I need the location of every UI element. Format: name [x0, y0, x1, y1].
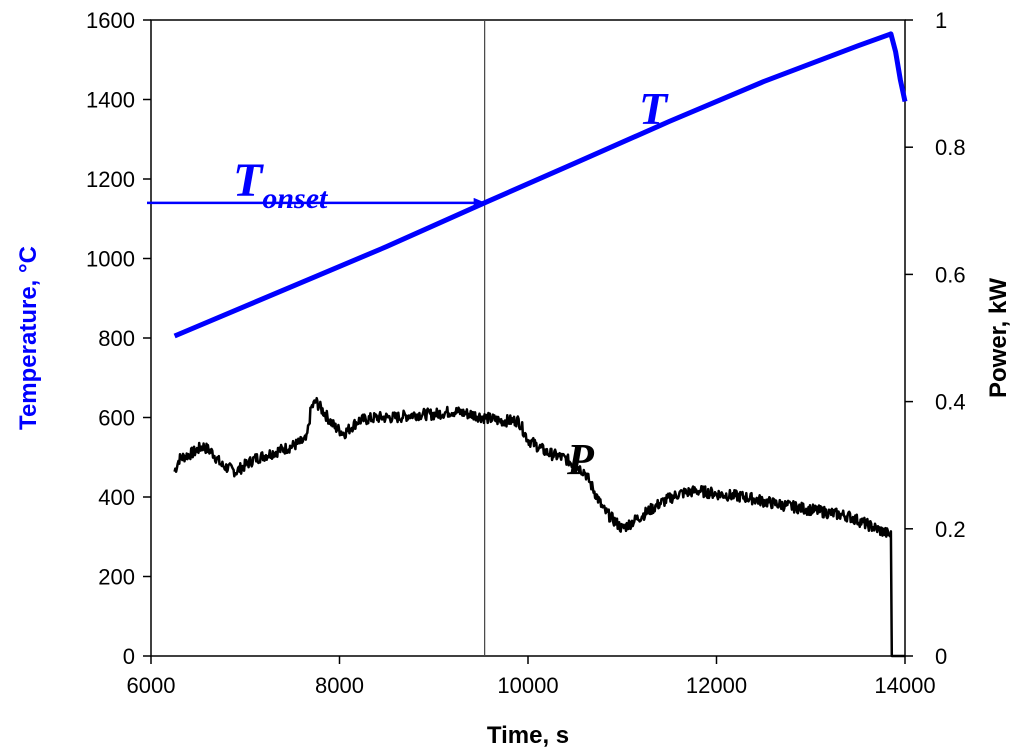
y-axis-left: 0 200 400 600 800 1000 1200 1400 1600 — [86, 8, 151, 669]
y-left-tick-label: 1000 — [86, 247, 135, 272]
x-tick-label: 12000 — [686, 673, 747, 698]
y-right-tick-label: 0.2 — [935, 517, 966, 542]
y-left-tick-label: 400 — [98, 485, 135, 510]
y-left-tick-label: 800 — [98, 326, 135, 351]
y-left-tick-label: 200 — [98, 565, 135, 590]
x-tick-label: 6000 — [127, 673, 176, 698]
t-series-label: T — [639, 83, 669, 134]
x-tick-label: 14000 — [874, 673, 935, 698]
p-series-label: P — [566, 435, 595, 484]
x-axis-title: Time, s — [487, 722, 569, 749]
y-right-tick-label: 0.4 — [935, 390, 966, 415]
y-right-tick-label: 0.8 — [935, 135, 966, 160]
y-left-tick-label: 1400 — [86, 88, 135, 113]
temperature-series-line — [173, 31, 908, 339]
x-tick-label: 8000 — [315, 673, 364, 698]
x-tick-label: 10000 — [497, 673, 558, 698]
x-axis: 6000 8000 10000 12000 14000 — [127, 656, 936, 698]
y-axis-left-title: Temperature, °C — [15, 246, 42, 430]
y-left-tick-label: 1200 — [86, 167, 135, 192]
y-right-tick-label: 0 — [935, 644, 947, 669]
y-right-tick-label: 1 — [935, 8, 947, 33]
plot-frame — [150, 19, 906, 657]
y-right-tick-label: 0.6 — [935, 262, 966, 287]
y-axis-right: 0 0.2 0.4 0.6 0.8 1 — [905, 8, 966, 669]
y-left-tick-label: 600 — [98, 406, 135, 431]
y-axis-right-title: Power, kW — [985, 278, 1012, 398]
y-left-tick-label: 1600 — [86, 8, 135, 33]
onset-label: Tonset — [233, 154, 329, 215]
y-left-tick-label: 0 — [123, 644, 135, 669]
power-series-line — [173, 396, 906, 658]
